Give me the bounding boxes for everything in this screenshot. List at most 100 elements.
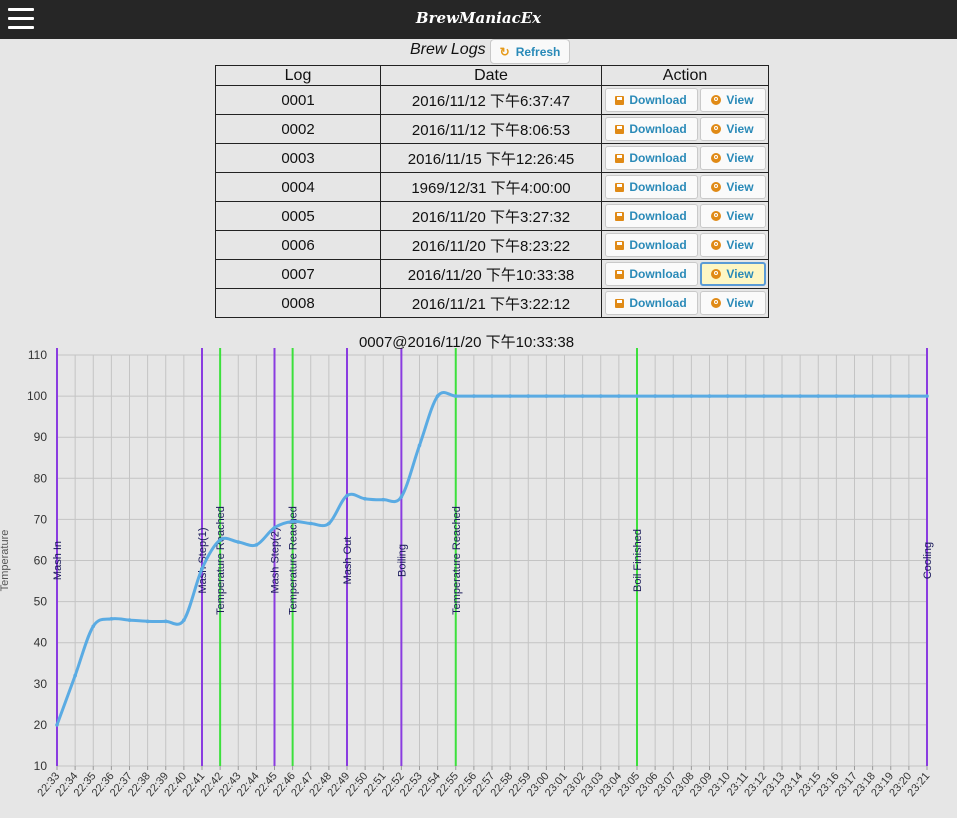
data-point [653,394,657,398]
view-button[interactable]: View [699,117,766,141]
app-title: BrewManiacEx [415,9,542,27]
log-date: 2016/11/21 下午3:22:12 [380,288,602,318]
event-label: Mash Step(2) [270,527,282,593]
y-tick-label: 70 [34,512,48,526]
data-point [91,624,96,629]
view-button[interactable]: View [699,233,766,257]
y-tick-label: 90 [34,430,48,444]
data-point [236,540,241,544]
data-point [182,618,186,622]
download-button[interactable]: Download [604,88,698,112]
data-point [562,394,567,398]
log-id: 0004 [215,172,381,202]
data-point [272,525,277,530]
log-actions: Download View [601,85,769,115]
data-point [925,394,929,398]
save-icon [615,182,625,192]
view-button[interactable]: View [699,262,766,286]
search-icon [711,240,722,250]
log-date: 2016/11/20 下午10:33:38 [380,259,602,289]
temperature-chart: 0007@2016/11/20 下午10:33:38 10 20 30 40 50 60 7… [0,325,957,813]
download-button[interactable]: Download [604,146,698,170]
y-tick-label: 80 [34,471,48,485]
search-icon [711,95,722,105]
y-axis-label: Temperature [0,530,11,592]
log-actions: Download View [601,288,769,318]
hamburger-menu-icon[interactable] [8,8,34,30]
download-label: Download [629,296,687,310]
log-actions: Download View [601,143,769,173]
table-row: 0006 2016/11/20 下午8:23:22 Download View [215,230,769,260]
view-label: View [726,151,754,165]
download-label: Download [629,151,687,165]
download-button[interactable]: Download [604,117,698,141]
table-row: 0008 2016/11/21 下午3:22:12 Download View [215,288,769,318]
save-icon [615,269,625,279]
column-header-action: Action [601,65,769,86]
data-point [870,394,875,398]
data-point [417,443,422,448]
logs-header: Brew Logs ↻ Refresh [0,39,957,66]
event-label: Temperature Reached [288,506,300,615]
view-label: View [726,180,754,194]
refresh-icon: ↻ [499,44,510,59]
save-icon [615,298,625,308]
table-row: 0007 2016/11/20 下午10:33:38 Download View [215,259,769,289]
download-button[interactable]: Download [604,291,698,315]
y-tick-label: 100 [27,389,47,403]
chart-title: 0007@2016/11/20 下午10:33:38 [358,334,575,351]
view-button[interactable]: View [699,204,766,228]
view-button[interactable]: View [699,175,766,199]
data-point [635,394,639,398]
search-icon [711,298,722,308]
data-point [689,394,694,398]
data-point [816,394,821,398]
data-point [780,394,784,398]
data-point [671,394,676,398]
data-point [453,394,458,398]
log-date: 1969/12/31 下午4:00:00 [380,172,602,202]
data-point [290,519,295,524]
data-point [55,723,59,727]
download-button[interactable]: Download [604,204,698,228]
column-header-log: Log [215,65,381,86]
download-label: Download [629,93,687,107]
download-button[interactable]: Download [604,175,698,199]
logs-table: Log Date Action 0001 2016/11/12 下午6:37:47… [215,65,769,318]
data-point [617,394,621,398]
log-actions: Download View [601,201,769,231]
download-button[interactable]: Download [604,262,698,286]
log-date: 2016/11/15 下午12:26:45 [380,143,602,173]
view-button[interactable]: View [699,291,766,315]
log-id: 0008 [215,288,381,318]
save-icon [615,211,625,221]
view-label: View [726,238,754,252]
download-label: Download [629,122,687,136]
data-point [345,493,349,498]
table-row: 0001 2016/11/12 下午6:37:47 Download View [215,85,769,115]
data-point [327,521,331,526]
refresh-button[interactable]: ↻ Refresh [490,39,570,64]
data-point [73,673,77,678]
log-date: 2016/11/12 下午6:37:47 [380,85,602,115]
data-point [526,394,531,398]
view-button[interactable]: View [699,146,766,170]
refresh-label: Refresh [515,44,561,59]
data-point [490,394,494,398]
view-button[interactable]: View [699,88,766,112]
data-point [834,394,839,398]
view-label: View [726,93,754,107]
data-point [200,566,204,571]
log-id: 0003 [215,143,381,173]
view-label: View [726,122,754,136]
log-date: 2016/11/12 下午8:06:53 [380,114,602,144]
log-id: 0001 [215,85,381,115]
y-tick-label: 40 [34,636,48,650]
log-id: 0006 [215,230,381,260]
data-point [544,394,549,398]
logs-title: Brew Logs [410,41,486,58]
data-point [381,497,386,502]
event-label: Boil Finished [632,529,644,592]
top-bar: BrewManiacEx [0,0,957,39]
download-button[interactable]: Download [604,233,698,257]
